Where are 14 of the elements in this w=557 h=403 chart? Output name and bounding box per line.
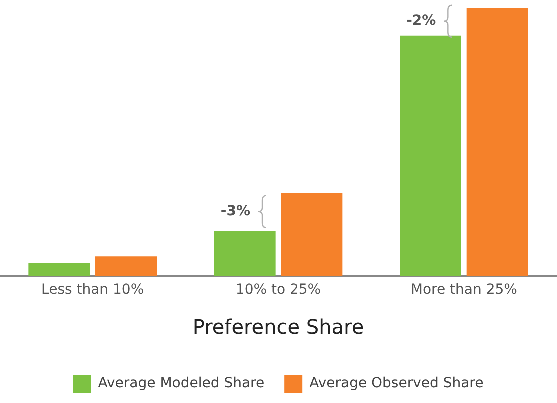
bar	[466, 8, 528, 276]
bar	[28, 263, 90, 276]
bar	[400, 36, 462, 276]
bar	[281, 193, 343, 276]
x-tick-label: More than 25%	[410, 282, 518, 298]
bar	[96, 256, 157, 276]
x-tick-label: Less than 10%	[42, 282, 144, 298]
bar	[214, 231, 276, 276]
legend-label: Average Modeled Share	[98, 376, 265, 392]
x-tick-label: 10% to 25%	[236, 282, 322, 298]
legend-label: Average Observed Share	[310, 376, 484, 392]
annotation: -2%	[406, 13, 436, 30]
x-axis-title: Preference Share	[192, 315, 364, 340]
annotation: -3%	[220, 203, 250, 220]
